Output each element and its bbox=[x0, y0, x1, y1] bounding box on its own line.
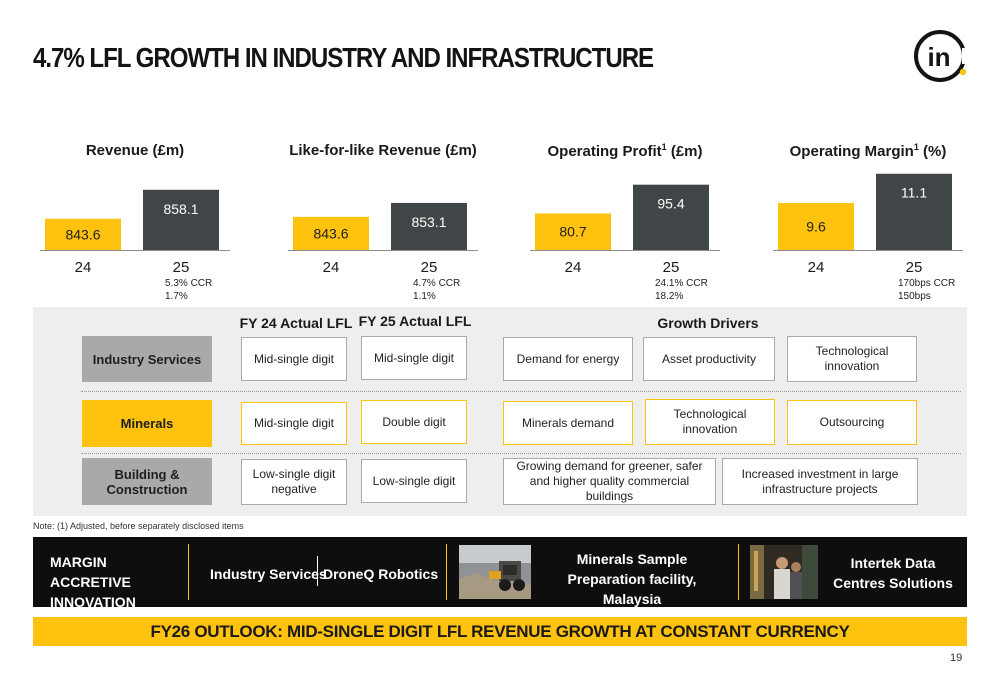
bar-chart-svg: 9.6 24 11.1 25 bbox=[773, 173, 963, 276]
category-label: 24 bbox=[565, 259, 582, 276]
bar-25 bbox=[391, 202, 467, 250]
band-heading: MARGIN ACCRETIVE INNOVATION bbox=[50, 554, 136, 610]
growth-drivers-header: Growth Drivers bbox=[657, 315, 759, 331]
growth-notes: 24.1% CCR 18.2% bbox=[655, 277, 708, 303]
page-title: 4.7% LFL GROWTH IN INDUSTRY AND INFRASTR… bbox=[33, 42, 654, 73]
bar-24 bbox=[535, 213, 611, 250]
band-divider bbox=[188, 544, 189, 600]
footnote: Note: (1) Adjusted, before separately di… bbox=[33, 521, 244, 531]
chart-operating-margin: Operating Margin1 (%) 9.6 24 11.1 25 170bps C… bbox=[773, 140, 963, 305]
category-label: 24 bbox=[808, 259, 825, 276]
fy24-header: FY 24 Actual LFL bbox=[239, 315, 353, 331]
band-data-centres: Intertek Data Centres Solutions bbox=[833, 555, 953, 591]
growth-notes: 170bps CCR 150bps bbox=[898, 277, 955, 303]
fy25-minerals: Double digit bbox=[361, 400, 467, 444]
band-divider bbox=[317, 556, 318, 586]
driver-asset-productivity: Asset productivity bbox=[643, 337, 775, 381]
segment-industry-services: Industry Services bbox=[82, 336, 212, 382]
bar-24 bbox=[45, 218, 121, 250]
drivers-panel: FY 24 Actual LFL FY 25 Actual LFL Growth… bbox=[33, 307, 967, 516]
minerals-facility-photo bbox=[459, 545, 531, 599]
segment-minerals: Minerals bbox=[82, 400, 212, 447]
growth-note: 170bps CCR bbox=[898, 278, 956, 289]
driver-demand-for-energy: Demand for energy bbox=[503, 337, 633, 381]
intertek-logo-icon: in bbox=[914, 30, 968, 82]
growth-note: 24.1% CCR bbox=[655, 278, 708, 289]
growth-notes: 5.3% CCR 1.7% bbox=[165, 277, 212, 303]
fy24-building-construction: Low-single digit negative bbox=[241, 459, 347, 505]
bar-chart-svg: 843.6 24 858.1 25 bbox=[40, 189, 230, 276]
data-label: 80.7 bbox=[559, 224, 586, 240]
band-industry-services: Industry Services bbox=[210, 566, 327, 582]
category-label: 25 bbox=[173, 259, 190, 276]
data-label: 843.6 bbox=[313, 225, 348, 241]
fy24-industry-services: Mid-single digit bbox=[241, 337, 347, 381]
band-divider bbox=[738, 544, 739, 600]
category-label: 25 bbox=[663, 259, 680, 276]
growth-note: 18.2% bbox=[655, 291, 684, 302]
bar-24 bbox=[293, 216, 369, 250]
data-label: 9.6 bbox=[806, 219, 826, 235]
fy25-building-construction: Low-single digit bbox=[361, 459, 467, 503]
page-number: 19 bbox=[950, 652, 963, 664]
driver-greener-buildings: Growing demand for greener, safer and hi… bbox=[503, 458, 716, 505]
chart-lfl-revenue: Like-for-like Revenue (£m) 843.6 24 853.1 25… bbox=[288, 140, 478, 305]
outlook-banner: FY26 OUTLOOK: MID-SINGLE DIGIT LFL REVEN… bbox=[33, 617, 967, 646]
row-separator bbox=[81, 391, 961, 392]
data-centre-photo bbox=[750, 545, 818, 599]
driver-minerals-demand: Minerals demand bbox=[503, 401, 633, 445]
category-label: 24 bbox=[75, 259, 92, 276]
driver-outsourcing: Outsourcing bbox=[787, 400, 917, 445]
fy24-minerals: Mid-single digit bbox=[241, 402, 347, 445]
chart-title: Like-for-like Revenue (£m) bbox=[289, 142, 477, 159]
svg-text:in: in bbox=[927, 42, 950, 72]
data-label: 853.1 bbox=[411, 214, 446, 230]
driver-technological-innovation-2: Technological innovation bbox=[645, 399, 775, 445]
fy25-industry-services: Mid-single digit bbox=[361, 336, 467, 380]
data-label: 95.4 bbox=[657, 196, 684, 212]
data-label: 858.1 bbox=[163, 201, 198, 217]
growth-note: 5.3% CCR bbox=[165, 278, 213, 289]
growth-note: 1.7% bbox=[165, 291, 188, 302]
category-label: 25 bbox=[906, 259, 923, 276]
band-divider bbox=[446, 544, 447, 600]
bar-25 bbox=[143, 189, 219, 250]
bar-25 bbox=[876, 173, 952, 250]
category-label: 24 bbox=[323, 259, 340, 276]
growth-notes: 4.7% CCR 1.1% bbox=[413, 277, 460, 303]
segment-building-construction: Building & Construction bbox=[82, 458, 212, 505]
driver-technological-innovation-1: Technological innovation bbox=[787, 336, 917, 382]
chart-operating-profit: Operating Profit1 (£m) 80.7 24 95.4 25 24.1% … bbox=[530, 140, 720, 305]
bar-25 bbox=[633, 184, 709, 250]
band-droneq-robotics: DroneQ Robotics bbox=[323, 566, 439, 582]
bar-chart-svg: 80.7 24 95.4 25 bbox=[530, 184, 720, 276]
data-label: 843.6 bbox=[65, 226, 100, 242]
row-separator bbox=[81, 453, 961, 454]
band-minerals-facility: Minerals Sample Preparation facility, Ma… bbox=[567, 551, 697, 607]
data-label: 11.1 bbox=[901, 185, 927, 201]
bar-24 bbox=[778, 203, 854, 250]
innovation-band: MARGIN ACCRETIVE INNOVATION Industry Ser… bbox=[33, 537, 967, 610]
growth-note: 4.7% CCR bbox=[413, 278, 461, 289]
bar-chart-svg: 843.6 24 853.1 25 bbox=[288, 202, 478, 276]
chart-revenue: Revenue (£m) 843.6 24 858.1 25 5.3% CCR 1.7% bbox=[40, 140, 230, 305]
category-label: 25 bbox=[421, 259, 438, 276]
fy25-header: FY 25 Actual LFL bbox=[358, 313, 472, 329]
chart-title: Operating Profit1 (£m) bbox=[547, 142, 703, 160]
growth-note: 150bps bbox=[898, 291, 931, 302]
chart-title: Revenue (£m) bbox=[85, 142, 185, 159]
growth-note: 1.1% bbox=[413, 291, 436, 302]
chart-title: Operating Margin1 (%) bbox=[789, 142, 947, 160]
driver-infrastructure-investment: Increased investment in large infrastruc… bbox=[722, 458, 918, 505]
